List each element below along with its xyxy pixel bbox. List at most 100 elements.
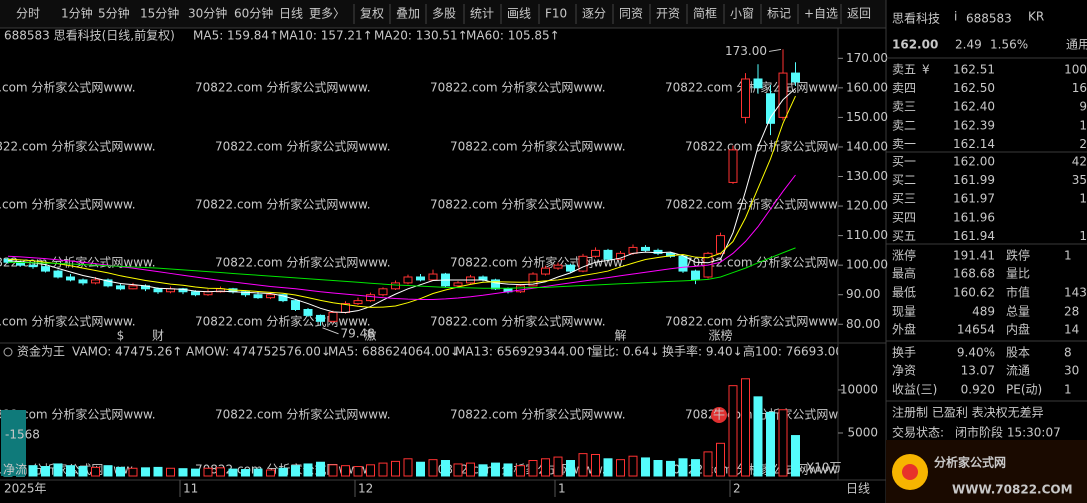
logo-text: 分析家公式网 — [934, 455, 1006, 470]
toolbar-tab[interactable]: 更多〉 — [309, 7, 345, 21]
side-button[interactable]: 通用 — [1066, 38, 1087, 52]
volume-bar — [316, 461, 325, 477]
volume-bar — [228, 468, 238, 477]
watermark: 70822.com 分析家公式网www. — [685, 255, 861, 270]
candle-body — [191, 291, 200, 296]
volume-bar — [41, 466, 50, 477]
toolbar-button[interactable]: +自选 — [804, 7, 838, 21]
indicator-value: 量比: 0.64↓ — [591, 345, 660, 359]
candle-body — [241, 291, 250, 296]
toolbar-button[interactable]: 同资 — [619, 7, 643, 21]
toolbar-tab[interactable]: 1分钟 — [61, 6, 93, 21]
volume-bar — [253, 468, 263, 477]
volume-bar — [328, 464, 338, 477]
stat-label: 市值 — [1006, 285, 1030, 300]
toolbar-button[interactable]: 画线 — [507, 7, 531, 21]
logo-icon-center — [902, 464, 918, 480]
price-change: 2.49 — [955, 38, 982, 52]
toolbar-button[interactable]: F10 — [545, 7, 567, 21]
volume-bar — [503, 463, 513, 477]
y-tick-label: 90.00 — [846, 287, 880, 301]
toolbar-button[interactable]: 逐分 — [582, 7, 606, 21]
book-label: 买三 — [892, 192, 916, 206]
toolbar-tab[interactable]: 5分钟 — [98, 6, 130, 21]
volume-bar — [603, 458, 613, 477]
toolbar-button[interactable]: 叠加 — [396, 7, 420, 21]
volume-bar — [641, 457, 650, 477]
book-label: 卖二 — [892, 118, 916, 132]
volume-bar — [241, 469, 250, 477]
stock-code: 688583 — [966, 12, 1012, 26]
stat-label: 收益(三) — [892, 383, 937, 397]
candle-body — [291, 300, 300, 310]
net-flow-box — [1, 410, 26, 476]
watermark: 70822.com 分析家公式网www. — [195, 197, 371, 212]
candle-body — [416, 276, 425, 281]
stat-value: 9.40% — [957, 346, 995, 360]
toolbar-button[interactable]: 多股 — [432, 7, 456, 21]
candle-body — [41, 266, 50, 272]
watermark: 70822.com 分析家公式网www. — [0, 139, 156, 154]
toolbar-button[interactable]: 返回 — [847, 7, 871, 21]
watermark: 70822.com 分析家公式网www. — [685, 139, 861, 154]
indicator-title: 资金为王 — [17, 344, 65, 359]
volume-bar — [353, 466, 363, 477]
volume-bar — [203, 467, 213, 477]
axes: 80.00 90.00 100.00 110.00 120.00 130.00 140.00… — [4, 51, 888, 497]
volume-tick-label: 10000 — [840, 382, 878, 396]
toolbar — [0, 0, 886, 28]
book-price: 162.39 — [953, 118, 995, 132]
watermark: 70822.com 分析家公式网www. — [215, 255, 391, 270]
x-tick-label: 2025年 — [4, 482, 47, 496]
toolbar-tab[interactable]: 15分钟 — [140, 6, 179, 21]
toolbar-tab[interactable]: 30分钟 — [188, 6, 227, 21]
toolbar-button[interactable]: 统计 — [470, 7, 494, 21]
watermark: 70822.com 分析家公式网www. — [195, 80, 371, 95]
candle-body — [516, 285, 525, 293]
volume-bar — [453, 463, 463, 477]
stat-label: 最低 — [892, 286, 916, 300]
stat-value: 13.07 — [961, 364, 995, 378]
candle-body — [66, 276, 75, 281]
toolbar-tab[interactable]: 分时 — [16, 7, 40, 21]
volume-bar — [178, 468, 188, 477]
volume-bar — [528, 460, 538, 477]
candle-body — [116, 285, 125, 290]
toolbar-tab[interactable]: 60分钟 — [234, 6, 273, 21]
volume-bar — [366, 464, 375, 477]
stock-name: 思看科技 — [892, 12, 940, 26]
candle-body — [491, 279, 500, 290]
watermark: 70822.com 分析家公式网www. — [665, 197, 841, 212]
toolbar-button[interactable]: 小窗 — [730, 7, 754, 21]
ma-legend: MA20: 130.51↑ — [374, 29, 468, 43]
volume-bar — [616, 459, 625, 477]
toolbar-tab[interactable]: 日线 — [279, 7, 303, 21]
volume-bar — [628, 455, 638, 477]
y-tick-label: 140.00 — [846, 139, 888, 153]
candle-body — [591, 249, 600, 257]
volume-bar — [653, 460, 663, 477]
watermark: 70822.com 分析家公式网www. — [195, 314, 371, 329]
y-tick-label: 160.00 — [846, 80, 888, 94]
toolbar-button[interactable]: 简框 — [693, 7, 717, 21]
volume-bar — [728, 385, 738, 477]
candle-body — [78, 279, 88, 284]
toolbar-button[interactable]: 开资 — [656, 7, 680, 21]
volume-bar — [466, 462, 475, 477]
event-marker: $ — [117, 329, 125, 343]
toolbar-button[interactable]: 标记 — [767, 7, 791, 21]
stat-value: 160.62 — [953, 286, 995, 300]
candle-body — [678, 255, 688, 272]
stat-value: 191.41 — [953, 249, 995, 263]
book-price: 161.99 — [953, 173, 995, 187]
watermark: 70822.com 分析家公式网www. — [215, 139, 391, 154]
book-qty: 2 — [1079, 137, 1087, 151]
stat-value: 28 — [1064, 305, 1079, 319]
candle-body — [628, 246, 638, 254]
candle-body — [428, 273, 438, 281]
logo-url: WWW.70822.COM — [952, 483, 1073, 497]
stat-value: 0.920 — [961, 383, 995, 397]
toolbar-button[interactable]: 复权 — [360, 7, 384, 21]
event-marker: 财 — [152, 329, 164, 343]
ma-line — [7, 174, 796, 300]
